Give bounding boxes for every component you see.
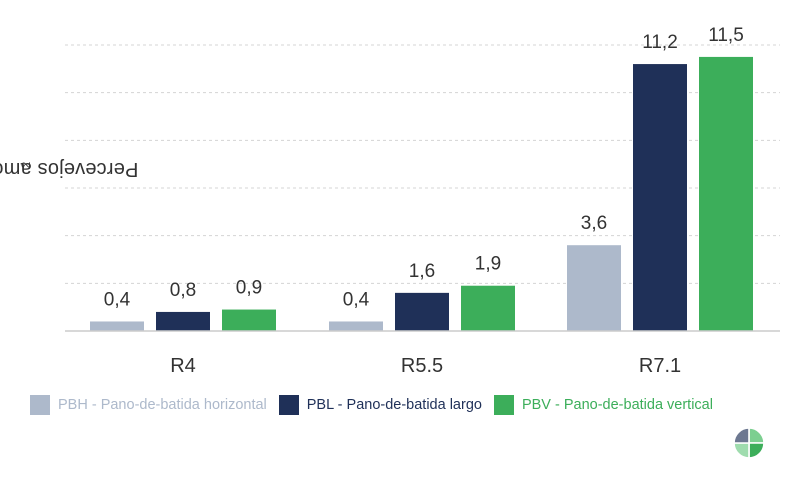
value-label: 11,2	[642, 32, 678, 53]
legend-item-pbh: PBH - Pano-de-batida horizontal	[30, 395, 267, 415]
legend-swatch-pbv	[493, 395, 514, 415]
value-label: 0,4	[343, 289, 370, 310]
x-tick-label: R5.5	[401, 355, 443, 377]
pie-logo-icon	[733, 427, 765, 459]
legend-swatch-pbh	[30, 395, 50, 415]
bar-r4-series-1	[156, 311, 210, 331]
value-labels-layer: 0,4 0,8 0,9 0,4 1,6 1,9 3,6 11,2 11,5	[104, 25, 744, 311]
value-label: 11,5	[708, 25, 744, 46]
value-label: 0,8	[170, 280, 196, 301]
value-label: 3,6	[581, 213, 607, 234]
y-axis-title-text: Percevejos amostrados/m	[0, 157, 139, 180]
legend: PBH - Pano-de-batida horizontal PBL - Pa…	[30, 394, 725, 416]
x-tick-label: R4	[170, 355, 196, 377]
value-label: 1,9	[475, 254, 501, 275]
x-tick-label: R7.1	[639, 355, 681, 377]
bar-r5-5-series-1	[395, 292, 449, 331]
bars-layer	[90, 56, 753, 332]
value-label: 1,6	[409, 261, 435, 282]
value-label: 0,4	[104, 289, 131, 310]
legend-label-pbv: PBV - Pano-de-batida vertical	[521, 397, 713, 413]
bar-r4-series-0	[90, 321, 144, 331]
legend-item-pbv: PBV - Pano-de-batida vertical	[493, 395, 713, 415]
value-label: 0,9	[236, 278, 262, 299]
x-tick-labels: R4 R5.5 R7.1	[170, 355, 681, 377]
bar-r5-5-series-2	[461, 285, 515, 331]
legend-item-pbl: PBL - Pano-de-batida largo	[278, 395, 482, 415]
bar-r7-1-series-1	[633, 64, 687, 332]
legend-label-pbl: PBL - Pano-de-batida largo	[306, 397, 482, 413]
bar-r7-1-series-0	[567, 245, 621, 331]
bar-r5-5-series-0	[329, 321, 383, 331]
legend-label-pbh: PBH - Pano-de-batida horizontal	[58, 397, 267, 413]
bar-r7-1-series-2	[699, 56, 753, 332]
legend-swatch-pbl	[278, 395, 299, 415]
bar-r4-series-2	[222, 309, 276, 331]
